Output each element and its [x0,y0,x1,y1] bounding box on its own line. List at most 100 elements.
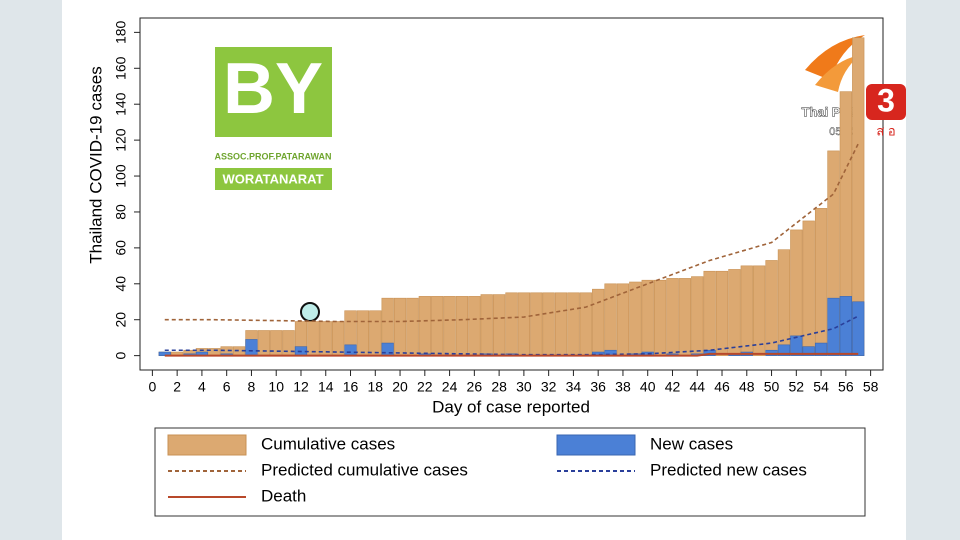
bar [443,296,456,356]
legend-label: Predicted new cases [650,460,807,479]
bar [517,292,531,356]
cursor [300,302,320,322]
flame [805,35,865,80]
y-axis-label: Thailand COVID-19 cases [86,66,105,263]
bar [802,346,815,356]
logo: BY ASSOC.PROF.PATARAWAN WORATANARAT [214,47,332,190]
legend-swatch [167,434,247,456]
thai-label: ส อ [876,123,895,138]
bar [629,281,642,356]
x-tick-label: 44 [689,379,705,395]
bar [653,279,667,356]
bar [641,279,654,356]
bar [542,292,555,356]
bar [257,330,270,356]
x-tick-label: 58 [863,379,879,395]
bar [814,208,828,356]
legend-swatch [556,434,636,456]
bar [455,296,469,356]
x-tick-label: 24 [442,379,458,395]
bar [827,297,840,356]
y-tick-label: 180 [113,20,129,44]
x-tick-label: 40 [640,379,656,395]
bar [839,296,852,356]
bar [332,321,345,356]
legend-label: Death [261,486,306,505]
number-box [866,84,906,120]
x-tick-label: 46 [714,379,730,395]
bar [356,310,370,356]
y-tick-label: 40 [113,276,129,292]
series-line [164,352,859,357]
bar [492,294,506,356]
bar [715,270,729,356]
x-tick-label: 2 [173,379,181,395]
bar [802,220,815,356]
y-tick-label: 120 [113,128,129,152]
x-axis-label: Day of case reported [432,397,590,416]
channel-number: 3 [877,82,895,118]
bar [307,321,320,356]
bar [406,297,419,356]
y-tick-label: 20 [113,312,129,328]
bar [369,310,382,356]
bar [554,292,568,356]
x-tick-label: 6 [223,379,231,395]
x-tick-label: 54 [813,379,829,395]
bar [579,292,592,356]
x-tick-label: 12 [293,379,309,395]
logo-text: BY [223,49,323,129]
y-tick-label: 0 [113,352,129,360]
x-tick-label: 32 [541,379,557,395]
bar [753,265,766,356]
x-tick-label: 0 [148,379,156,395]
y-tick-label: 140 [113,92,129,116]
x-tick-label: 18 [367,379,383,395]
bar [666,278,679,356]
legend-label: Predicted cumulative cases [261,460,468,479]
logo-band [215,168,332,190]
bar [703,270,716,356]
series-line [164,143,859,323]
plot-frame [139,17,884,371]
bar [852,301,865,356]
legend-label: Cumulative cases [261,434,395,453]
x-tick-label: 56 [838,379,854,395]
bar [245,339,258,356]
x-tick-label: 10 [268,379,284,395]
bar [530,292,543,356]
x-tick-label: 16 [343,379,359,395]
bar [344,344,357,356]
x-tick-label: 28 [491,379,507,395]
bar [728,269,741,356]
x-tick-label: 38 [615,379,631,395]
bar [691,276,704,356]
x-tick-label: 50 [764,379,780,395]
bar [393,297,407,356]
legend-label: New cases [650,434,733,453]
bar [505,292,518,356]
logo-line: ASSOC.PROF.PATARAWAN [214,151,331,161]
x-tick-label: 20 [392,379,408,395]
bar [381,342,394,356]
logo-line: WORATANARAT [222,171,323,186]
bar [678,278,691,356]
x-tick-label: 42 [665,379,681,395]
bar [567,292,580,356]
bar [604,283,617,356]
y-tick-label: 160 [113,56,129,80]
bar [740,265,753,356]
y-tick-label: 80 [113,204,129,220]
x-tick-label: 36 [590,379,606,395]
bar [319,321,332,356]
bar [814,342,828,356]
bar [468,296,481,356]
x-tick-label: 8 [248,379,256,395]
bar [777,344,791,356]
x-tick-label: 34 [566,379,582,395]
x-tick-label: 4 [198,379,206,395]
bar [592,288,605,356]
logo-box [215,47,332,137]
